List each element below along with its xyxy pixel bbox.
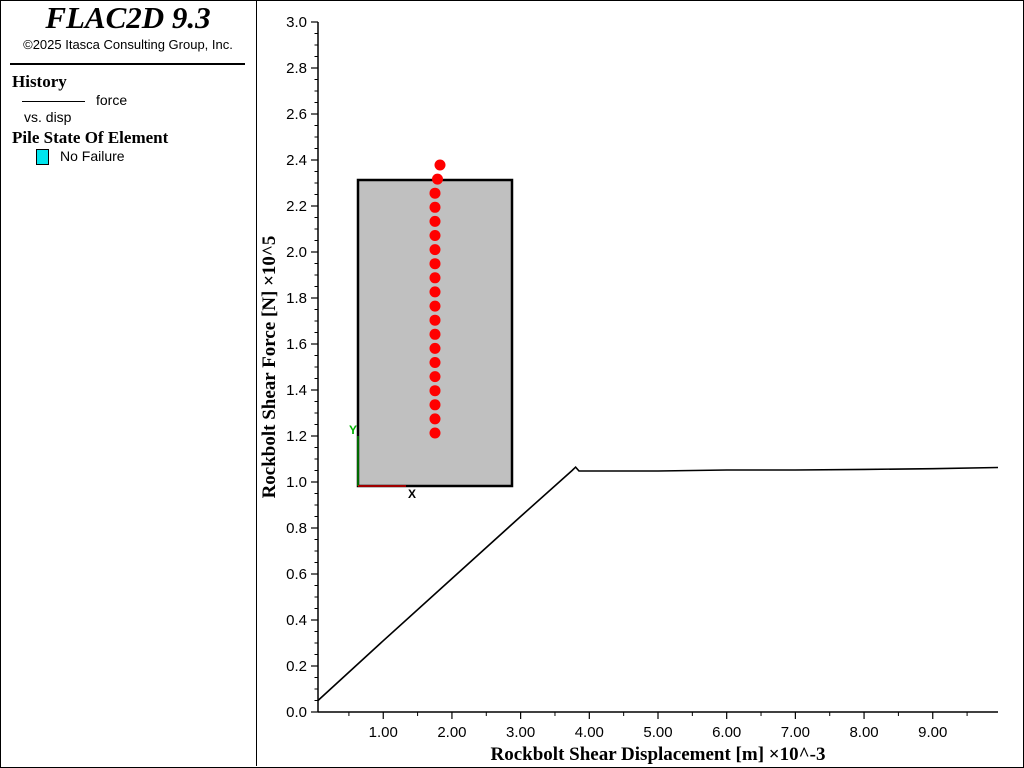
pile-node [434, 159, 446, 171]
model-inset: Y X [349, 159, 514, 501]
y-tick-label: 0.6 [286, 566, 307, 583]
force-vs-disp-line [317, 465, 999, 702]
pile-node [429, 427, 441, 439]
copyright-text: ©2025 Itasca Consulting Group, Inc. [23, 37, 233, 52]
pile-node [429, 371, 441, 383]
pile-node [429, 385, 441, 397]
x-axis-label: Rockbolt Shear Displacement [m] ×10^-3 [491, 744, 826, 765]
pile-node [429, 187, 441, 199]
no-failure-label: No Failure [60, 148, 125, 164]
y-tick-label: 1.4 [286, 382, 307, 399]
inset-y-label: Y [349, 423, 357, 437]
pile-nodes [429, 159, 446, 439]
y-tick-label: 2.2 [286, 198, 307, 215]
pile-node [429, 399, 441, 411]
y-tick-label: 1.2 [286, 428, 307, 445]
y-tick-label: 2.8 [286, 60, 307, 77]
pile-node [429, 286, 441, 298]
y-tick-label: 1.6 [286, 336, 307, 353]
pile-node [432, 173, 443, 185]
y-tick-label: 0.8 [286, 520, 307, 537]
pile-node [429, 272, 441, 284]
history-series-sublabel: vs. disp [24, 109, 72, 125]
title-divider [10, 63, 245, 65]
y-tick-label: 2.0 [286, 244, 307, 261]
pile-node [429, 244, 441, 256]
x-tick-label: 8.00 [849, 724, 878, 741]
x-tick-label: 7.00 [781, 724, 810, 741]
x-tick-label: 6.00 [712, 724, 741, 741]
y-tick-label: 3.0 [286, 14, 307, 31]
pile-node [429, 342, 441, 354]
pile-node [429, 201, 441, 213]
y-tick-label: 0.2 [286, 658, 307, 675]
x-ticks: 1.00 2.00 3.00 4.00 5.00 6.00 7.00 8.00 9.00 [348, 712, 968, 741]
app-title: FLAC2D 9.3 [45, 0, 211, 35]
y-ticks: 0.0 0.2 0.4 0.6 0.8 1.0 1.2 1.4 1.6 1.8 2.0 2.2 2.4 2… [286, 14, 318, 721]
y-tick-label: 0.0 [286, 704, 307, 721]
no-failure-swatch [36, 149, 49, 165]
inset-x-label: X [408, 487, 416, 501]
pile-node [429, 300, 441, 312]
pile-node [429, 328, 441, 340]
x-tick-label: 1.00 [369, 724, 398, 741]
pile-node [429, 314, 441, 326]
x-tick-label: 3.00 [506, 724, 535, 741]
pile-node [429, 215, 441, 227]
pile-node [429, 230, 441, 241]
x-tick-label: 4.00 [575, 724, 604, 741]
pile-node [429, 258, 441, 270]
pile-state-heading: Pile State Of Element [12, 128, 169, 147]
pile-node [429, 357, 441, 368]
y-tick-label: 2.6 [286, 106, 307, 123]
y-tick-label: 1.8 [286, 290, 307, 307]
x-tick-label: 9.00 [918, 724, 947, 741]
y-axis-label: Rockbolt Shear Force [N] ×10^5 [259, 236, 280, 499]
y-tick-label: 0.4 [286, 612, 307, 629]
y-tick-label: 1.0 [286, 474, 307, 491]
x-tick-label: 2.00 [437, 724, 466, 741]
y-tick-label: 2.4 [286, 152, 307, 169]
history-line-swatch [22, 101, 85, 102]
chart-series [317, 465, 999, 702]
legend-panel: FLAC2D 9.3 ©2025 Itasca Consulting Group… [0, 0, 257, 766]
pile-node [429, 413, 441, 425]
history-series-label: force [96, 92, 128, 108]
x-tick-label: 5.00 [643, 724, 672, 741]
history-heading: History [12, 72, 67, 91]
